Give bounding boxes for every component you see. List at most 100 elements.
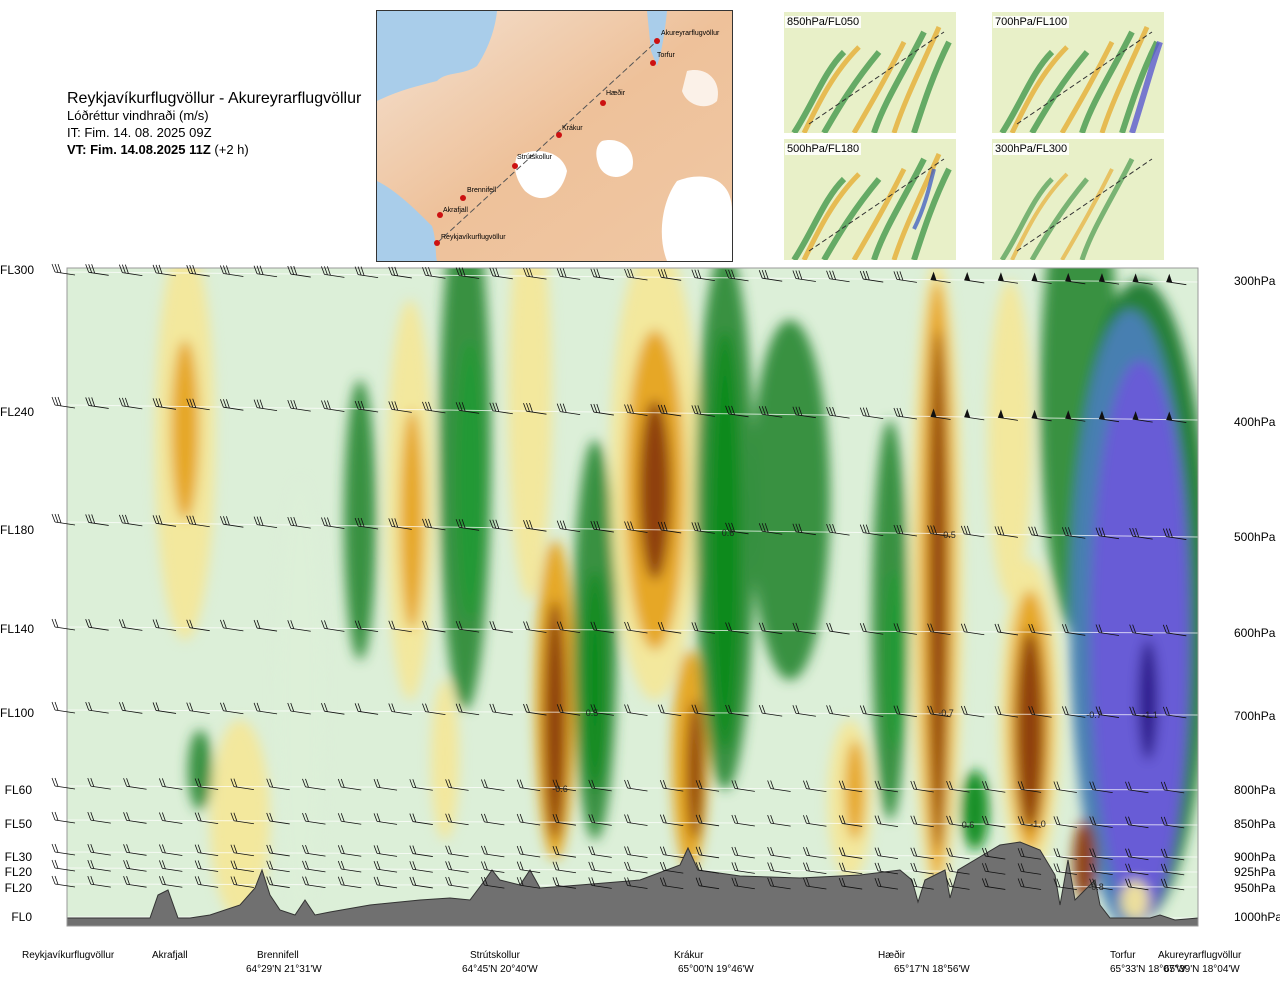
wind-barb	[624, 521, 648, 533]
wind-barb	[960, 623, 985, 636]
plot-frame	[66, 267, 1199, 927]
wind-barb	[158, 812, 183, 824]
map-label-akureyri: Akureyrarflugvöllur	[661, 30, 720, 37]
wind-barb	[893, 271, 917, 283]
wind-barb	[194, 812, 219, 825]
wind-barb	[220, 399, 244, 411]
wind-barb	[981, 847, 1006, 860]
wind-barb	[1166, 273, 1187, 286]
wind-barb	[826, 705, 850, 717]
wind-barb	[287, 702, 311, 715]
wind-barb	[481, 876, 505, 889]
pressure-level-line-4	[67, 709, 1198, 716]
wind-barb	[1098, 410, 1120, 423]
wind-barb	[624, 268, 648, 281]
wind-barb	[838, 862, 863, 875]
field-band-30	[929, 330, 947, 850]
wind-barb	[186, 265, 210, 277]
wind-barb	[253, 619, 278, 632]
wind-barb	[388, 518, 412, 530]
thumbnail-300[interactable]: 300hPa/FL300	[992, 139, 1164, 260]
value-label: -0.8	[1088, 882, 1104, 892]
map-label-haedir: Hæðir	[606, 89, 626, 97]
wind-barb	[523, 703, 547, 716]
wind-barb	[588, 877, 612, 889]
field-band-12	[535, 540, 575, 860]
station-reykjavik: Reykjavíkurflugvöllur	[22, 950, 115, 961]
wind-barb	[588, 779, 612, 792]
thumbnail-500[interactable]: 500hPa/FL180	[784, 139, 956, 260]
wind-barb	[489, 519, 513, 532]
field-band-31	[961, 770, 989, 850]
map-point-brennifell	[460, 195, 466, 201]
wind-barb	[691, 622, 715, 634]
wind-barb	[1162, 706, 1187, 719]
wind-barb	[354, 400, 379, 413]
thumbnail-700[interactable]: 700hPa/FL100	[992, 12, 1164, 133]
wind-barb	[556, 621, 581, 634]
wind-barb	[803, 780, 827, 793]
field-band-34	[1008, 590, 1052, 850]
wind-barb	[489, 621, 513, 633]
wind-barb	[302, 876, 326, 889]
wind-barb	[194, 844, 219, 857]
pressure-label-850: 850hPa	[1234, 817, 1276, 831]
wind-barb	[455, 620, 480, 633]
wind-barb	[588, 814, 612, 826]
wind-barb	[85, 264, 109, 276]
wind-barb	[659, 846, 684, 859]
map-route-line	[436, 40, 658, 244]
wind-barb	[657, 269, 682, 281]
wind-barb	[266, 844, 290, 857]
pressure-level-line-2	[67, 521, 1198, 538]
map-glacier-1	[515, 151, 567, 199]
map-sea-northwest	[377, 11, 497, 101]
valid-time: VT: Fim. 14.08.2025 11Z (+2 h)	[67, 141, 361, 158]
parameter-label: Lóðréttur vindhraði (m/s)	[67, 108, 209, 123]
wind-barb	[725, 269, 749, 282]
wind-barb	[523, 403, 547, 415]
wind-barb	[893, 407, 917, 420]
wind-barb	[337, 860, 362, 873]
wind-barb	[230, 844, 254, 857]
field-band-14	[573, 440, 617, 840]
field-band-20	[687, 700, 703, 840]
field-band-4	[276, 480, 324, 920]
wind-barb	[767, 780, 791, 792]
wind-barb	[455, 519, 480, 531]
wind-barb	[725, 622, 749, 634]
wind-barb	[87, 875, 111, 888]
wind-barb	[910, 780, 934, 793]
wind-barb	[152, 515, 177, 527]
wind-barb	[981, 878, 1006, 890]
thumbnail-850[interactable]: 850hPa/FL050	[784, 12, 956, 133]
field-band-23	[750, 320, 830, 680]
pressure-level-line-3	[67, 626, 1198, 634]
wind-barb	[87, 844, 111, 856]
station-akureyri: Akureyrarflugvöllur	[1158, 950, 1242, 961]
wind-barb	[422, 518, 446, 531]
value-label: 0.6	[722, 528, 735, 538]
wind-barb	[1053, 878, 1077, 891]
wind-barb	[1017, 816, 1042, 828]
wind-barb	[792, 705, 816, 717]
field-band-40	[1138, 640, 1158, 760]
pressure-label-900: 900hPa	[1234, 850, 1276, 864]
wind-barb	[1089, 781, 1113, 794]
wind-barb	[51, 811, 76, 824]
wind-barb	[803, 847, 827, 859]
wind-barb	[1125, 781, 1149, 794]
wind-barb	[691, 522, 715, 534]
wind-barb	[803, 862, 827, 875]
wind-barb	[859, 524, 884, 536]
thumbnail-300-label: 300hPa/FL300	[993, 143, 1070, 155]
wind-barb	[556, 520, 581, 533]
pressure-label-600: 600hPa	[1234, 626, 1276, 640]
wind-barb	[230, 812, 254, 825]
map-point-haedir	[600, 100, 606, 106]
wind-barb	[1053, 848, 1077, 860]
field-band-37	[1070, 280, 1198, 920]
wind-barb	[1017, 848, 1042, 860]
wind-barb	[516, 861, 541, 874]
wind-barb	[910, 878, 934, 890]
